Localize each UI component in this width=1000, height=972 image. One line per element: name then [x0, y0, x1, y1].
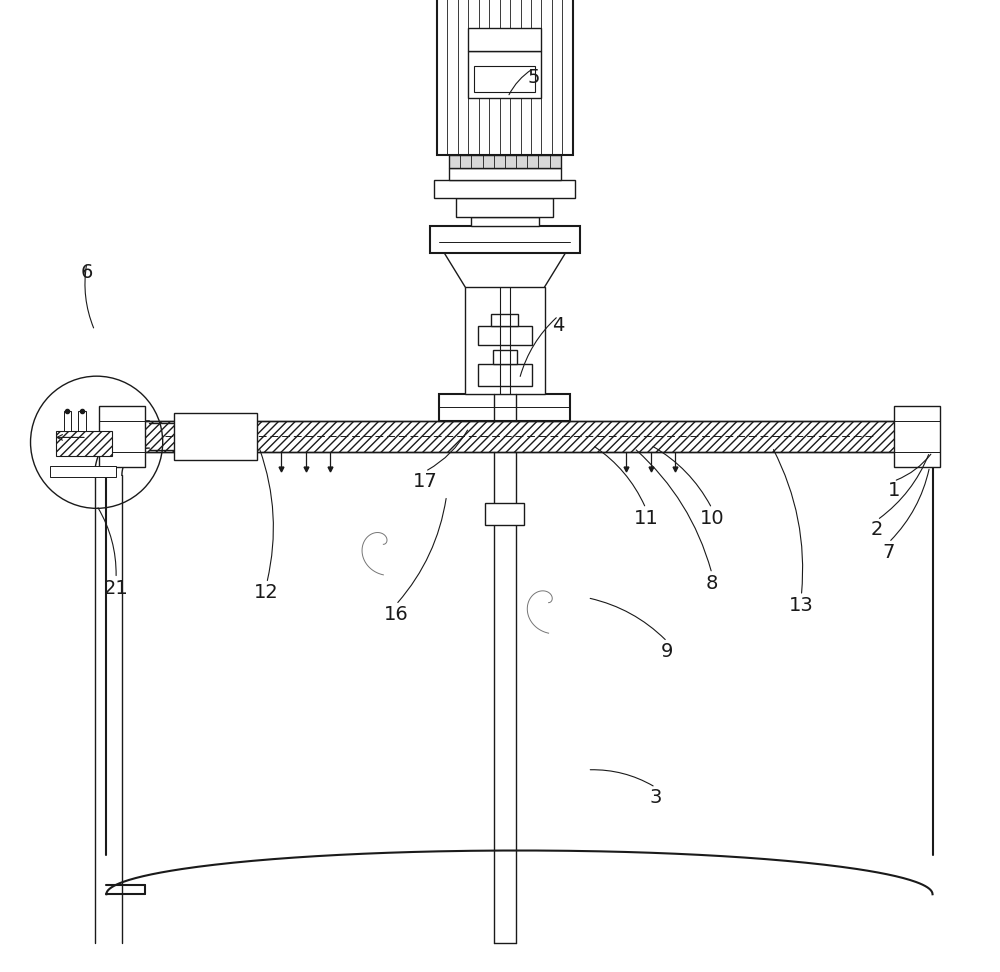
Bar	[439, 394, 570, 421]
Text: 7: 7	[883, 542, 895, 562]
Text: 13: 13	[789, 596, 814, 615]
Text: 11: 11	[633, 508, 658, 528]
Bar	[468, 52, 541, 98]
Bar	[493, 350, 517, 364]
Text: 6: 6	[81, 262, 93, 282]
Bar	[465, 287, 545, 394]
Bar	[449, 155, 561, 168]
Bar	[468, 28, 541, 52]
Bar	[894, 406, 940, 467]
Bar	[471, 217, 539, 226]
Text: 8: 8	[706, 573, 718, 593]
Bar	[78, 411, 86, 431]
Text: 17: 17	[413, 471, 438, 491]
Text: 10: 10	[700, 508, 724, 528]
Text: 21: 21	[104, 578, 128, 598]
Bar	[174, 413, 257, 460]
Text: 2: 2	[871, 520, 883, 539]
Text: 3: 3	[649, 787, 662, 807]
Bar	[485, 503, 524, 525]
Bar	[56, 431, 112, 456]
Bar	[430, 226, 580, 253]
Bar	[99, 406, 145, 467]
Bar	[478, 326, 532, 345]
Text: 12: 12	[254, 583, 279, 603]
Bar	[437, 0, 573, 155]
Bar	[434, 180, 575, 197]
Bar	[106, 421, 933, 452]
Bar	[474, 66, 535, 92]
Text: 9: 9	[661, 642, 673, 661]
Bar	[491, 314, 518, 326]
Bar	[478, 364, 532, 386]
Text: 5: 5	[528, 68, 540, 87]
Text: 1: 1	[887, 481, 900, 501]
Bar	[50, 466, 116, 477]
Bar	[449, 168, 561, 180]
Bar	[456, 197, 553, 217]
Bar	[64, 411, 71, 431]
Text: 16: 16	[384, 605, 408, 624]
Text: 4: 4	[552, 316, 565, 335]
